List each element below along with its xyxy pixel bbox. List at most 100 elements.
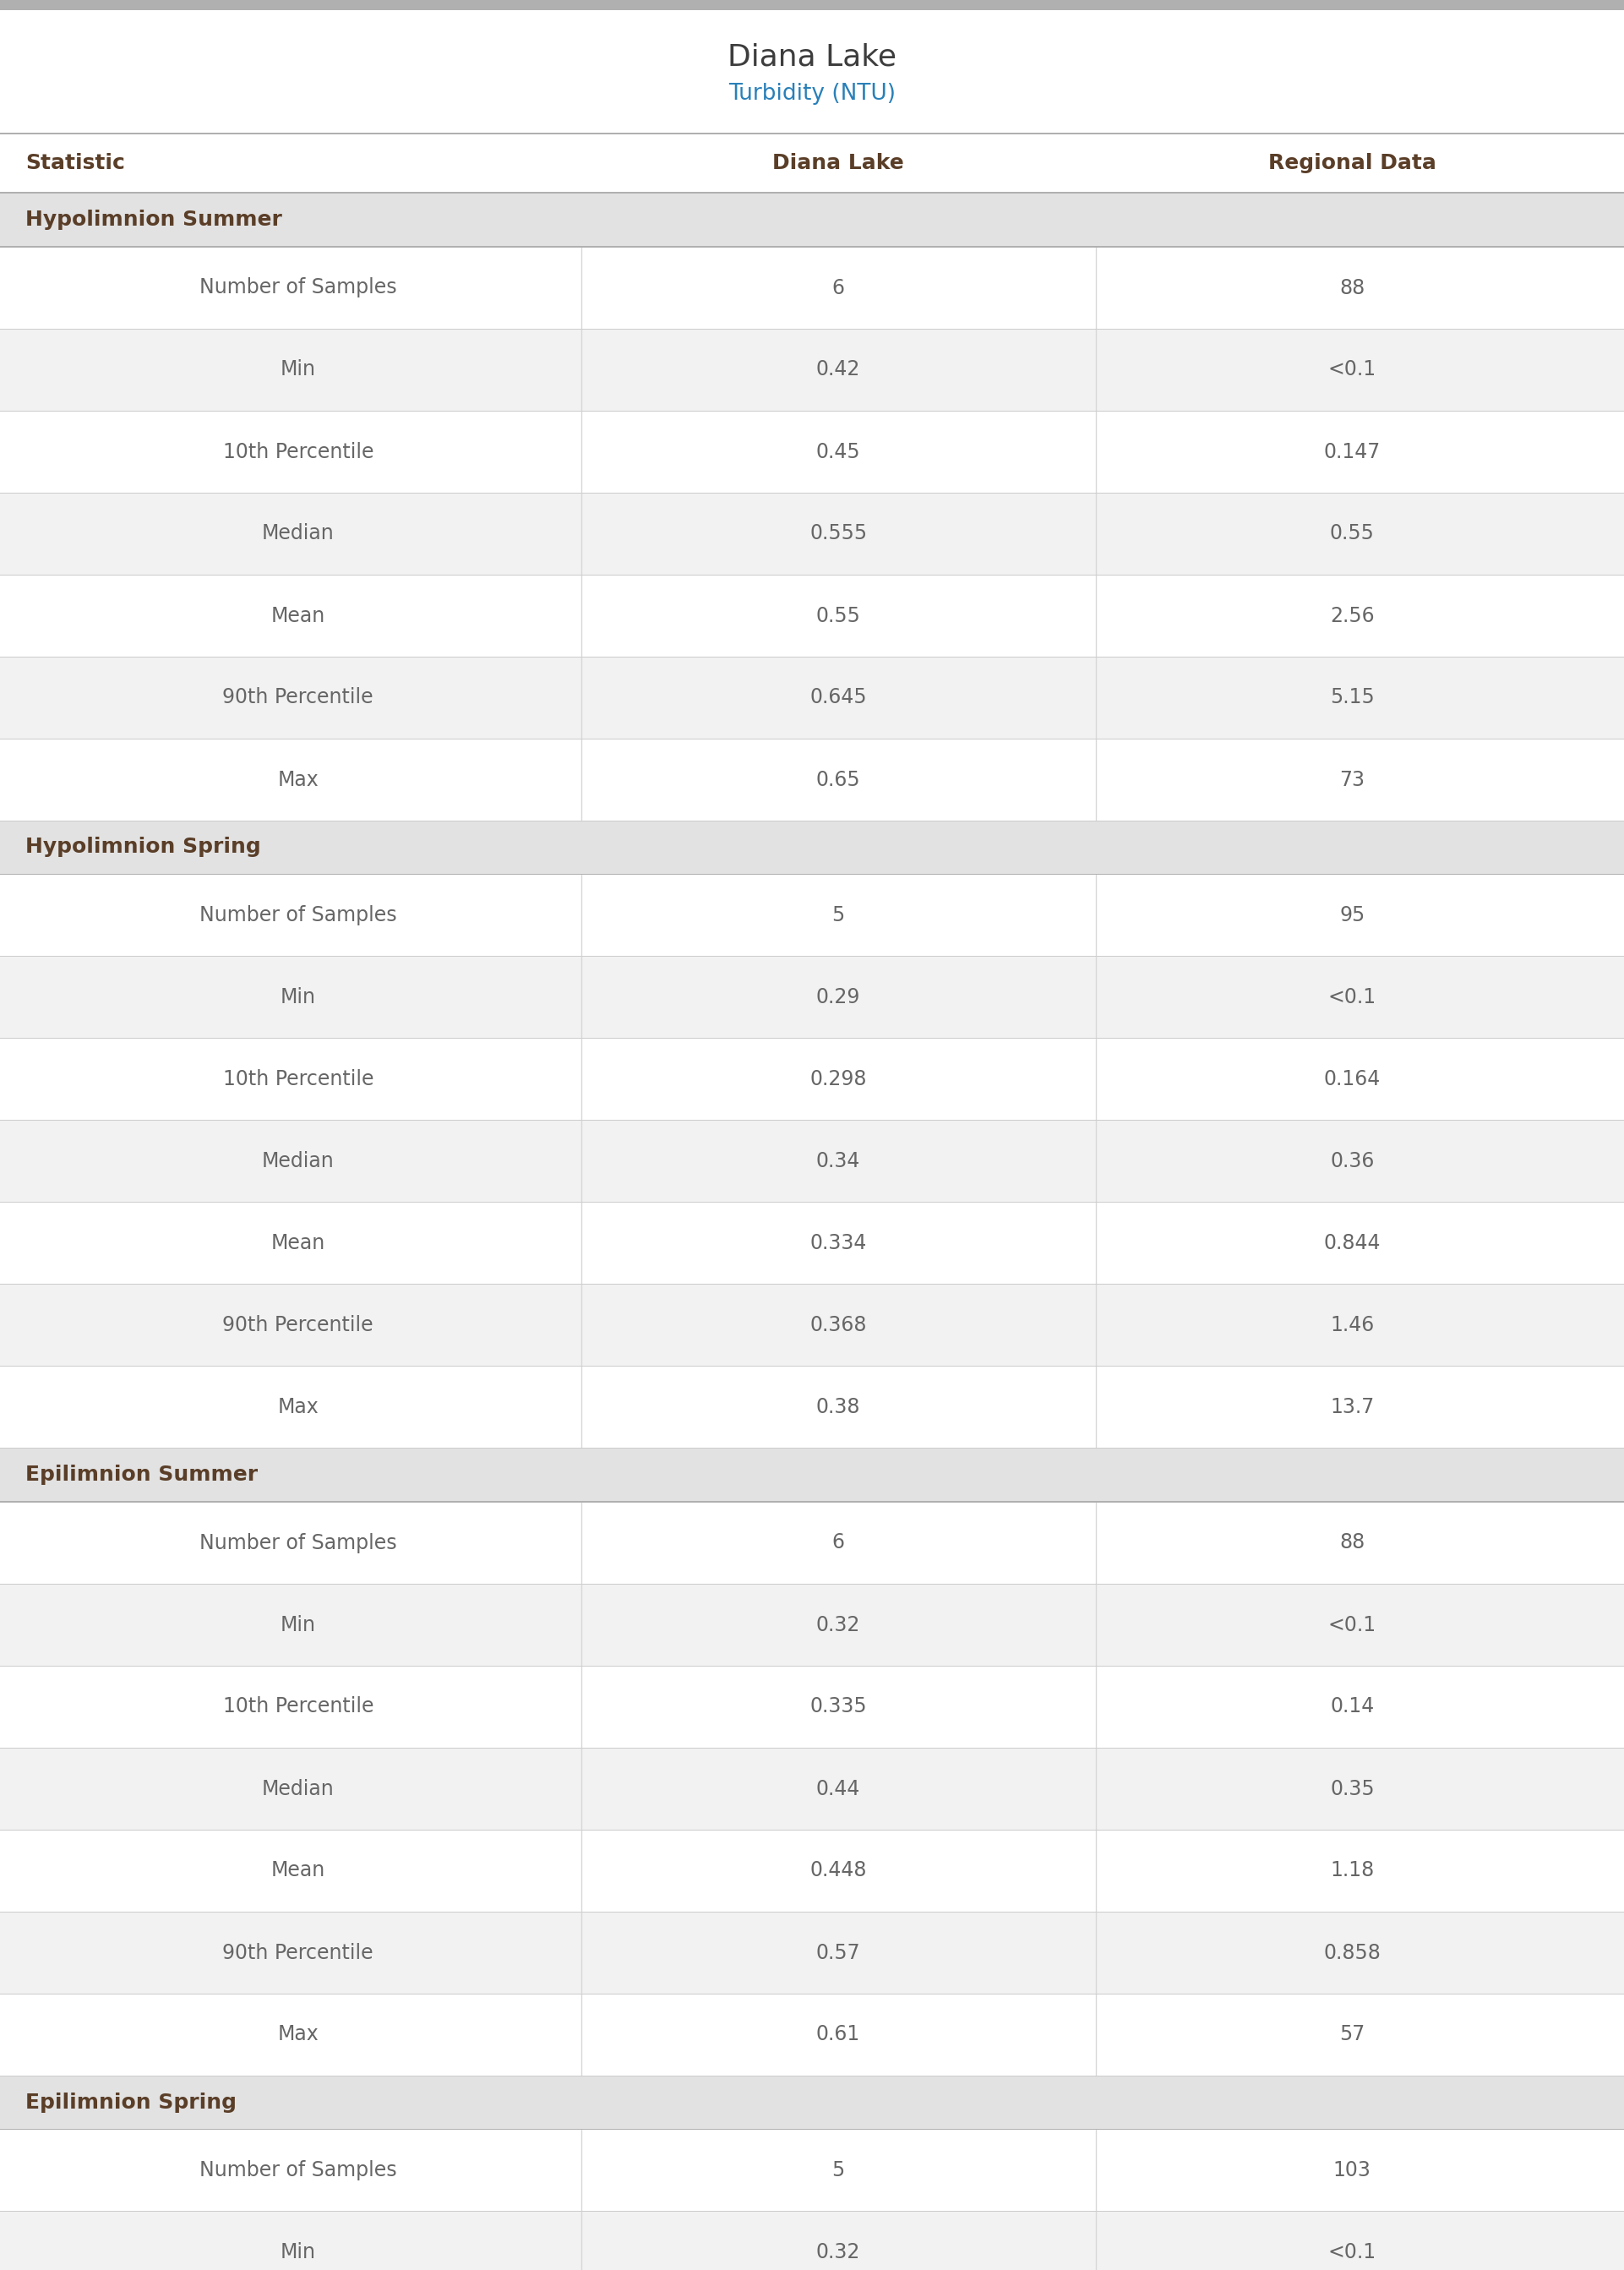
- Text: 0.368: 0.368: [810, 1314, 867, 1335]
- Text: 10th Percentile: 10th Percentile: [222, 443, 374, 461]
- Text: 0.555: 0.555: [809, 524, 867, 545]
- Bar: [0, 956, 1624, 1037]
- Text: 0.35: 0.35: [1330, 1780, 1374, 1798]
- Bar: [0, 1285, 1624, 1367]
- Text: Hypolimnion Spring: Hypolimnion Spring: [26, 838, 261, 858]
- Bar: [0, 329, 1624, 411]
- Text: 0.14: 0.14: [1330, 1696, 1374, 1716]
- Bar: [0, 411, 1624, 493]
- Text: Turbidity (NTU): Turbidity (NTU): [728, 82, 896, 104]
- Text: Min: Min: [281, 987, 315, 1008]
- Bar: [0, 1666, 1624, 1748]
- Text: 0.55: 0.55: [815, 606, 861, 627]
- Text: Mean: Mean: [271, 606, 325, 627]
- Bar: [0, 1040, 1624, 1119]
- Text: Hypolimnion Summer: Hypolimnion Summer: [26, 209, 283, 229]
- Text: 1.18: 1.18: [1330, 1861, 1374, 1882]
- Text: Median: Median: [261, 1780, 335, 1798]
- Text: Regional Data: Regional Data: [1268, 152, 1436, 173]
- Text: Number of Samples: Number of Samples: [200, 2161, 396, 2181]
- Text: 0.645: 0.645: [810, 688, 867, 708]
- Bar: [0, 134, 1624, 193]
- Bar: [0, 1203, 1624, 1285]
- Text: 6: 6: [831, 1532, 844, 1553]
- Text: 0.164: 0.164: [1324, 1069, 1380, 1090]
- Bar: [0, 247, 1624, 329]
- Bar: [0, 1748, 1624, 1830]
- Text: 0.858: 0.858: [1324, 1943, 1380, 1964]
- Text: Number of Samples: Number of Samples: [200, 906, 396, 926]
- Text: 0.334: 0.334: [810, 1233, 867, 1253]
- Text: 90th Percentile: 90th Percentile: [222, 1314, 374, 1335]
- Text: Epilimnion Spring: Epilimnion Spring: [26, 2093, 237, 2113]
- Bar: [0, 493, 1624, 574]
- Text: Min: Min: [281, 1614, 315, 1634]
- Text: 0.298: 0.298: [810, 1069, 867, 1090]
- Bar: [0, 1503, 1624, 1584]
- Bar: [0, 2129, 1624, 2211]
- Text: 6: 6: [831, 277, 844, 297]
- Bar: [0, 2077, 1624, 2129]
- Text: 0.335: 0.335: [810, 1696, 867, 1716]
- Text: 0.55: 0.55: [1330, 524, 1374, 545]
- Text: 95: 95: [1340, 906, 1366, 926]
- Bar: [0, 1367, 1624, 1448]
- Text: 0.844: 0.844: [1324, 1233, 1380, 1253]
- Text: Min: Min: [281, 359, 315, 379]
- Bar: [0, 574, 1624, 656]
- Text: 13.7: 13.7: [1330, 1396, 1374, 1416]
- Text: 0.44: 0.44: [817, 1780, 861, 1798]
- Text: Max: Max: [278, 1396, 318, 1416]
- Text: 0.32: 0.32: [817, 1614, 861, 1634]
- Bar: [0, 1911, 1624, 1993]
- Text: Max: Max: [278, 2025, 318, 2045]
- Bar: [0, 1448, 1624, 1500]
- Bar: [0, 2211, 1624, 2270]
- Text: Max: Max: [278, 770, 318, 790]
- Text: 5.15: 5.15: [1330, 688, 1374, 708]
- Text: 0.36: 0.36: [1330, 1151, 1374, 1171]
- Bar: [0, 193, 1624, 245]
- Text: 0.32: 0.32: [817, 2243, 861, 2263]
- Bar: [0, 0, 1624, 9]
- Text: Median: Median: [261, 524, 335, 545]
- Text: 0.65: 0.65: [817, 770, 861, 790]
- Text: 0.29: 0.29: [817, 987, 861, 1008]
- Text: Median: Median: [261, 1151, 335, 1171]
- Text: Number of Samples: Number of Samples: [200, 1532, 396, 1553]
- Text: 73: 73: [1340, 770, 1364, 790]
- Bar: [0, 1584, 1624, 1666]
- Text: 5: 5: [831, 2161, 844, 2181]
- Bar: [0, 1993, 1624, 2075]
- Text: <0.1: <0.1: [1328, 987, 1377, 1008]
- Text: 10th Percentile: 10th Percentile: [222, 1069, 374, 1090]
- Text: 0.42: 0.42: [817, 359, 861, 379]
- Text: Min: Min: [281, 2243, 315, 2263]
- Text: 2.56: 2.56: [1330, 606, 1374, 627]
- Text: 0.448: 0.448: [810, 1861, 867, 1882]
- Text: Diana Lake: Diana Lake: [773, 152, 905, 173]
- Text: 0.147: 0.147: [1324, 443, 1380, 461]
- Text: Number of Samples: Number of Samples: [200, 277, 396, 297]
- Text: 88: 88: [1340, 277, 1366, 297]
- Text: 1.46: 1.46: [1330, 1314, 1374, 1335]
- Text: Mean: Mean: [271, 1233, 325, 1253]
- Bar: [0, 740, 1624, 819]
- Bar: [0, 822, 1624, 874]
- Text: 0.45: 0.45: [817, 443, 861, 461]
- Bar: [0, 9, 1624, 132]
- Text: 103: 103: [1333, 2161, 1371, 2181]
- Text: 90th Percentile: 90th Percentile: [222, 688, 374, 708]
- Text: Epilimnion Summer: Epilimnion Summer: [26, 1464, 258, 1485]
- Text: 0.57: 0.57: [817, 1943, 861, 1964]
- Text: 0.34: 0.34: [817, 1151, 861, 1171]
- Text: <0.1: <0.1: [1328, 2243, 1377, 2263]
- Text: <0.1: <0.1: [1328, 1614, 1377, 1634]
- Text: 0.61: 0.61: [817, 2025, 861, 2045]
- Text: 88: 88: [1340, 1532, 1366, 1553]
- Text: 0.38: 0.38: [817, 1396, 861, 1416]
- Text: 10th Percentile: 10th Percentile: [222, 1696, 374, 1716]
- Bar: [0, 1830, 1624, 1911]
- Text: Mean: Mean: [271, 1861, 325, 1882]
- Bar: [0, 1121, 1624, 1201]
